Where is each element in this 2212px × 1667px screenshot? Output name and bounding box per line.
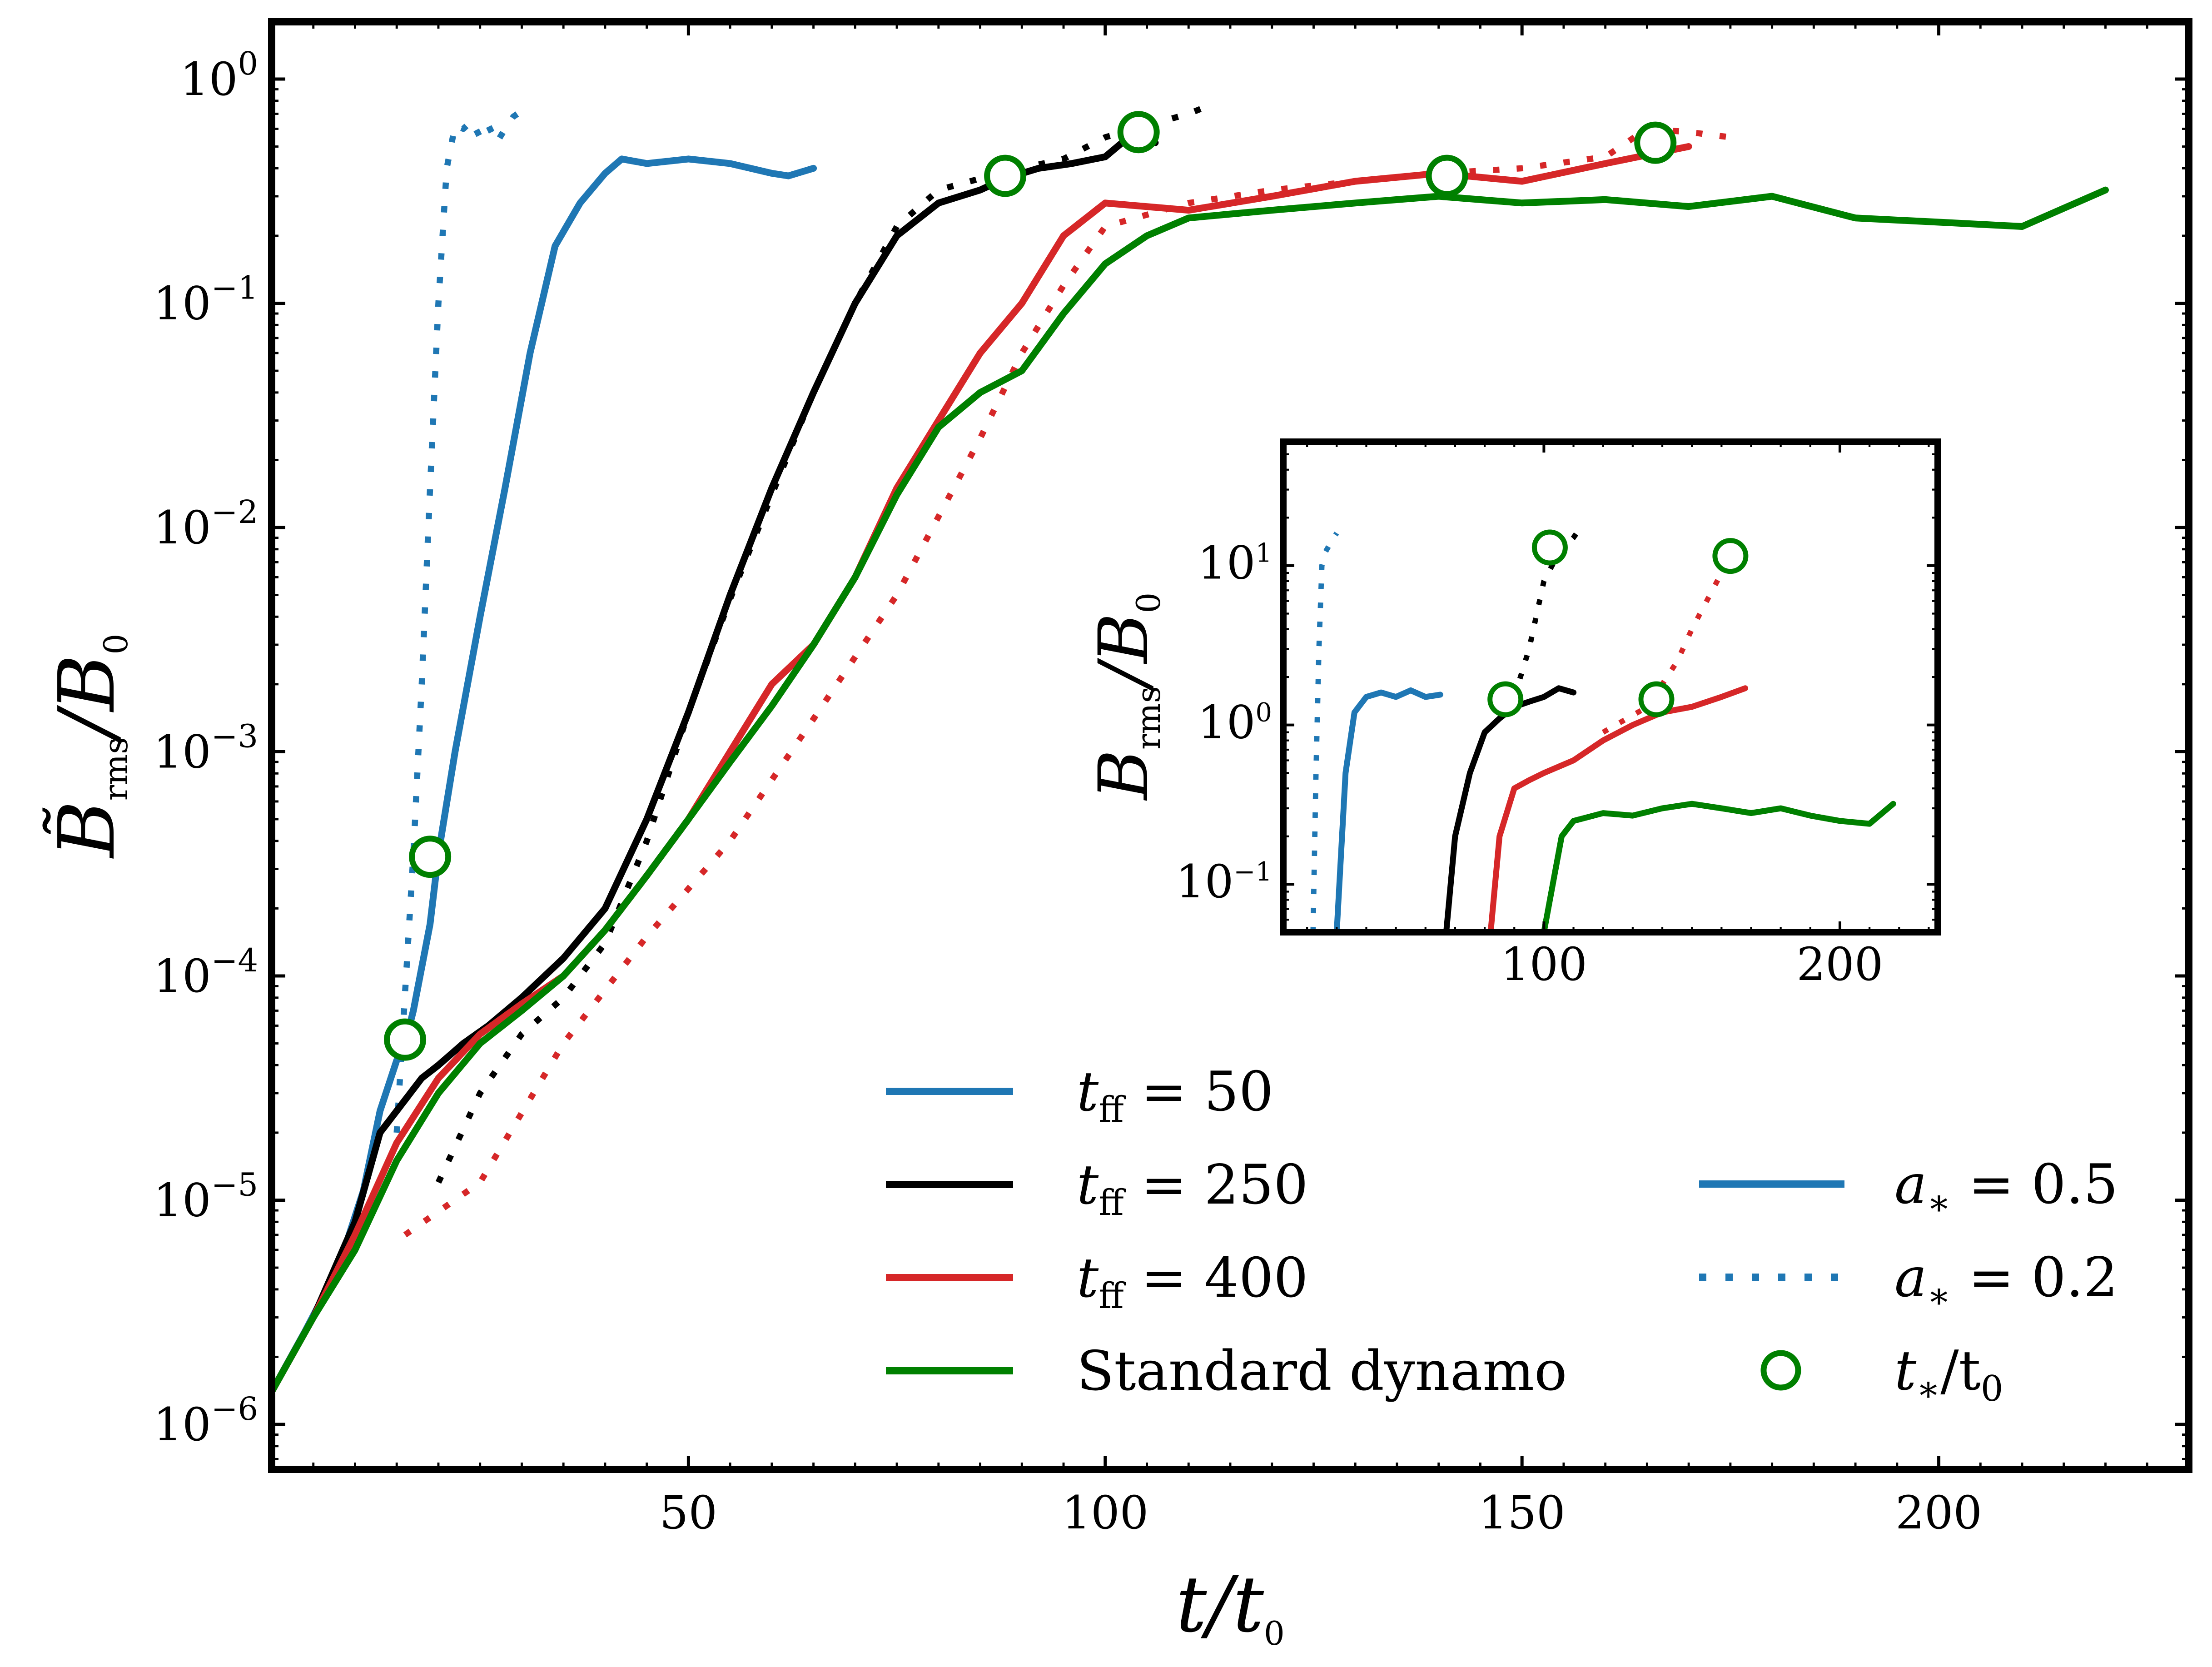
x-axis-label: t/t0 — [1176, 1560, 1285, 1652]
marker-t-star-1-1 — [1531, 529, 1568, 566]
series-line-1-1 — [1310, 532, 1339, 932]
y-tick-label-0-0: 10−6 — [154, 1390, 258, 1451]
y-axis-label: B̃rms/B0 — [42, 634, 135, 859]
legend-entry-3: Standard dynamo — [886, 1340, 1567, 1403]
legend-entry-4: a∗ = 0.5 — [1699, 1153, 2118, 1223]
legend-entry-6: t∗/t0 — [1760, 1339, 2003, 1409]
marker-t-star-0-4 — [1426, 154, 1468, 197]
y-tick-label-1-1: 100 — [1198, 696, 1272, 749]
series-line-0-6 — [272, 186, 2109, 1395]
legend-entry-2: tff = 400 — [886, 1247, 1308, 1317]
legend: tff = 50 tff = 250 tff = 400 Standard dynam… — [886, 1060, 2118, 1409]
y-tick-label-0-3: 10−3 — [154, 717, 258, 778]
y-tick-label-1-2: 101 — [1198, 537, 1272, 590]
x-axis-label-sub: 0 — [1264, 1614, 1285, 1652]
marker-t-star-0-0 — [384, 1018, 427, 1061]
marker-t-star-1-2 — [1638, 681, 1675, 717]
series-line-0-5 — [403, 125, 1731, 1238]
legend-marker-swatch — [1760, 1350, 1801, 1391]
series-line-1-3 — [1511, 523, 1585, 698]
x-tick-label-0-0: 50 — [660, 1486, 717, 1539]
y-axis-label-main: B̃ — [42, 801, 132, 859]
inset-background — [1283, 442, 1938, 932]
inset-plot-frame — [1280, 438, 1941, 936]
marker-t-star-0-2 — [984, 154, 1027, 197]
legend-entry-5: a∗ = 0.2 — [1699, 1246, 2118, 1316]
inset-y-axis-label-tail: /B — [1084, 613, 1163, 692]
y-axis-label-sub: rms — [97, 737, 135, 801]
x-axis-label-main: t/t — [1176, 1560, 1264, 1650]
y-axis-label-tail: /B — [42, 655, 132, 744]
inset-y-axis-label-sub2: 0 — [1129, 592, 1168, 613]
legend-entry-0: tff = 50 — [886, 1060, 1273, 1130]
y-tick-label-0-1: 10−5 — [154, 1166, 258, 1227]
series-line-0-0 — [272, 155, 817, 1395]
marker-t-star-1-3 — [1712, 538, 1749, 574]
legend-entry-1: tff = 250 — [886, 1154, 1308, 1224]
series-line-0-3 — [435, 104, 1207, 1184]
legend-label-0: tff = 50 — [1077, 1060, 1273, 1130]
y-tick-label-1-0: 10−1 — [1176, 855, 1272, 908]
y-tick-label-0-6: 100 — [180, 45, 258, 106]
x-tick-label-0-2: 150 — [1479, 1486, 1566, 1539]
marker-t-star-0-5 — [1634, 121, 1677, 164]
main-plot-data — [272, 104, 2109, 1395]
series-line-0-2 — [272, 125, 1159, 1395]
legend-label-6: t∗/t0 — [1894, 1339, 2003, 1409]
inset-y-axis-label: Brms/B0 — [1084, 592, 1168, 801]
inset-plot-data — [1310, 523, 1896, 932]
marker-t-star-0-1 — [409, 836, 452, 878]
y-tick-label-0-2: 10−4 — [154, 942, 258, 1003]
legend-label-3: Standard dynamo — [1077, 1340, 1567, 1403]
marker-t-star-0-3 — [1117, 111, 1160, 154]
y-tick-label-0-5: 10−1 — [154, 269, 258, 330]
y-tick-label-0-4: 10−2 — [154, 493, 258, 554]
inset-y-axis-label-sub: rms — [1129, 686, 1168, 750]
series-line-1-6 — [1541, 801, 1896, 932]
main-plot-frame — [268, 18, 2192, 1473]
x-tick-label-0-1: 100 — [1062, 1486, 1148, 1539]
x-tick-label-0-3: 200 — [1895, 1486, 1982, 1539]
series-line-1-4 — [1487, 685, 1748, 932]
y-axis-label-sub2: 0 — [97, 634, 135, 655]
legend-label-4: a∗ = 0.5 — [1894, 1153, 2118, 1223]
inset-y-axis-label-main: B — [1084, 750, 1163, 801]
legend-label-2: tff = 400 — [1077, 1247, 1308, 1317]
marker-t-star-1-0 — [1487, 681, 1524, 717]
series-line-1-0 — [1333, 687, 1443, 932]
legend-label-1: tff = 250 — [1077, 1154, 1308, 1224]
x-tick-label-1-1: 200 — [1797, 938, 1884, 991]
legend-label-5: a∗ = 0.2 — [1894, 1246, 2118, 1316]
x-tick-label-1-0: 100 — [1501, 938, 1587, 991]
series-line-0-1 — [393, 108, 524, 1133]
